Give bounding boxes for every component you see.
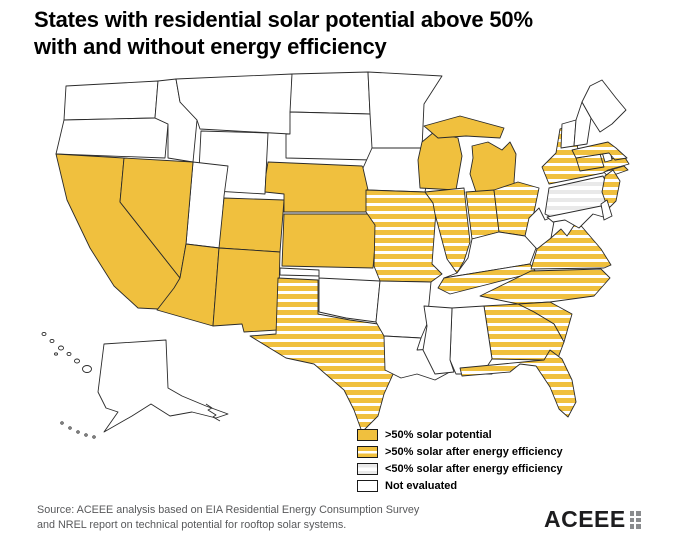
- state-al: [449, 305, 493, 375]
- state-tx: [249, 277, 413, 433]
- legend-label: >50% solar after energy efficiency: [385, 446, 563, 458]
- logo-dot: [629, 511, 635, 516]
- state-sd: [285, 111, 376, 161]
- state-ma: [571, 141, 628, 161]
- source-line1: Source: ACEEE analysis based on EIA Resi…: [37, 504, 420, 516]
- aceee-logo-text: ACEEE: [544, 505, 626, 533]
- state-nh: [573, 101, 592, 147]
- state-va: [530, 220, 612, 270]
- state-mo: [365, 189, 443, 283]
- state-in: [465, 189, 500, 240]
- logo-dot: [636, 524, 641, 529]
- logo-dot: [629, 524, 635, 529]
- state-wi: [417, 131, 463, 191]
- legend-label: Not evaluated: [385, 480, 458, 492]
- state-de: [600, 199, 613, 221]
- legend-swatch-solid-yellow: [357, 429, 378, 441]
- state-wa: [63, 80, 159, 121]
- state-ar: [375, 280, 432, 339]
- source-line2: and NREL report on technical potential f…: [37, 518, 347, 531]
- legend-swatch-striped-gray: [357, 463, 378, 475]
- legend-item: <50% solar after energy efficiency: [357, 462, 563, 476]
- state-nm: [212, 247, 281, 333]
- aceee-logo-dots-icon: [629, 511, 641, 529]
- legend-swatch-white: [357, 480, 378, 492]
- us-map: [41, 71, 630, 439]
- state-hi: [41, 331, 92, 373]
- state-ok: [279, 267, 381, 323]
- state-co: [218, 197, 285, 253]
- chart-title-line2: with and without energy efficiency: [34, 34, 387, 59]
- state-me: [581, 79, 627, 133]
- legend-item: Not evaluated: [357, 479, 563, 493]
- legend-item: >50% solar after energy efficiency: [357, 445, 563, 459]
- state-fl: [459, 349, 577, 418]
- logo-dot: [636, 517, 641, 522]
- legend-label: <50% solar after energy efficiency: [385, 463, 563, 475]
- state-nj: [601, 169, 621, 210]
- legend-label: >50% solar potential: [385, 429, 492, 441]
- legend-swatch-striped-yellow: [357, 446, 378, 458]
- state-tn: [437, 263, 537, 295]
- state-nd: [289, 71, 371, 115]
- aceee-logo: ACEEE: [544, 505, 641, 533]
- chart-title-line1: States with residential solar potential …: [34, 7, 533, 32]
- source-note: Source: ACEEE analysis based on EIA Resi…: [37, 503, 419, 532]
- logo-dot: [636, 511, 641, 516]
- state-or: [55, 117, 169, 159]
- legend-item: >50% solar potential: [357, 428, 563, 442]
- state-ms: [422, 305, 455, 375]
- state-mi: [423, 115, 519, 199]
- legend: >50% solar potential >50% solar after en…: [357, 428, 563, 496]
- state-ga: [483, 303, 565, 361]
- state-ks: [281, 213, 378, 269]
- state-ak: [60, 339, 229, 439]
- logo-dot: [629, 517, 635, 522]
- chart-title: States with residential solar potential …: [34, 6, 533, 60]
